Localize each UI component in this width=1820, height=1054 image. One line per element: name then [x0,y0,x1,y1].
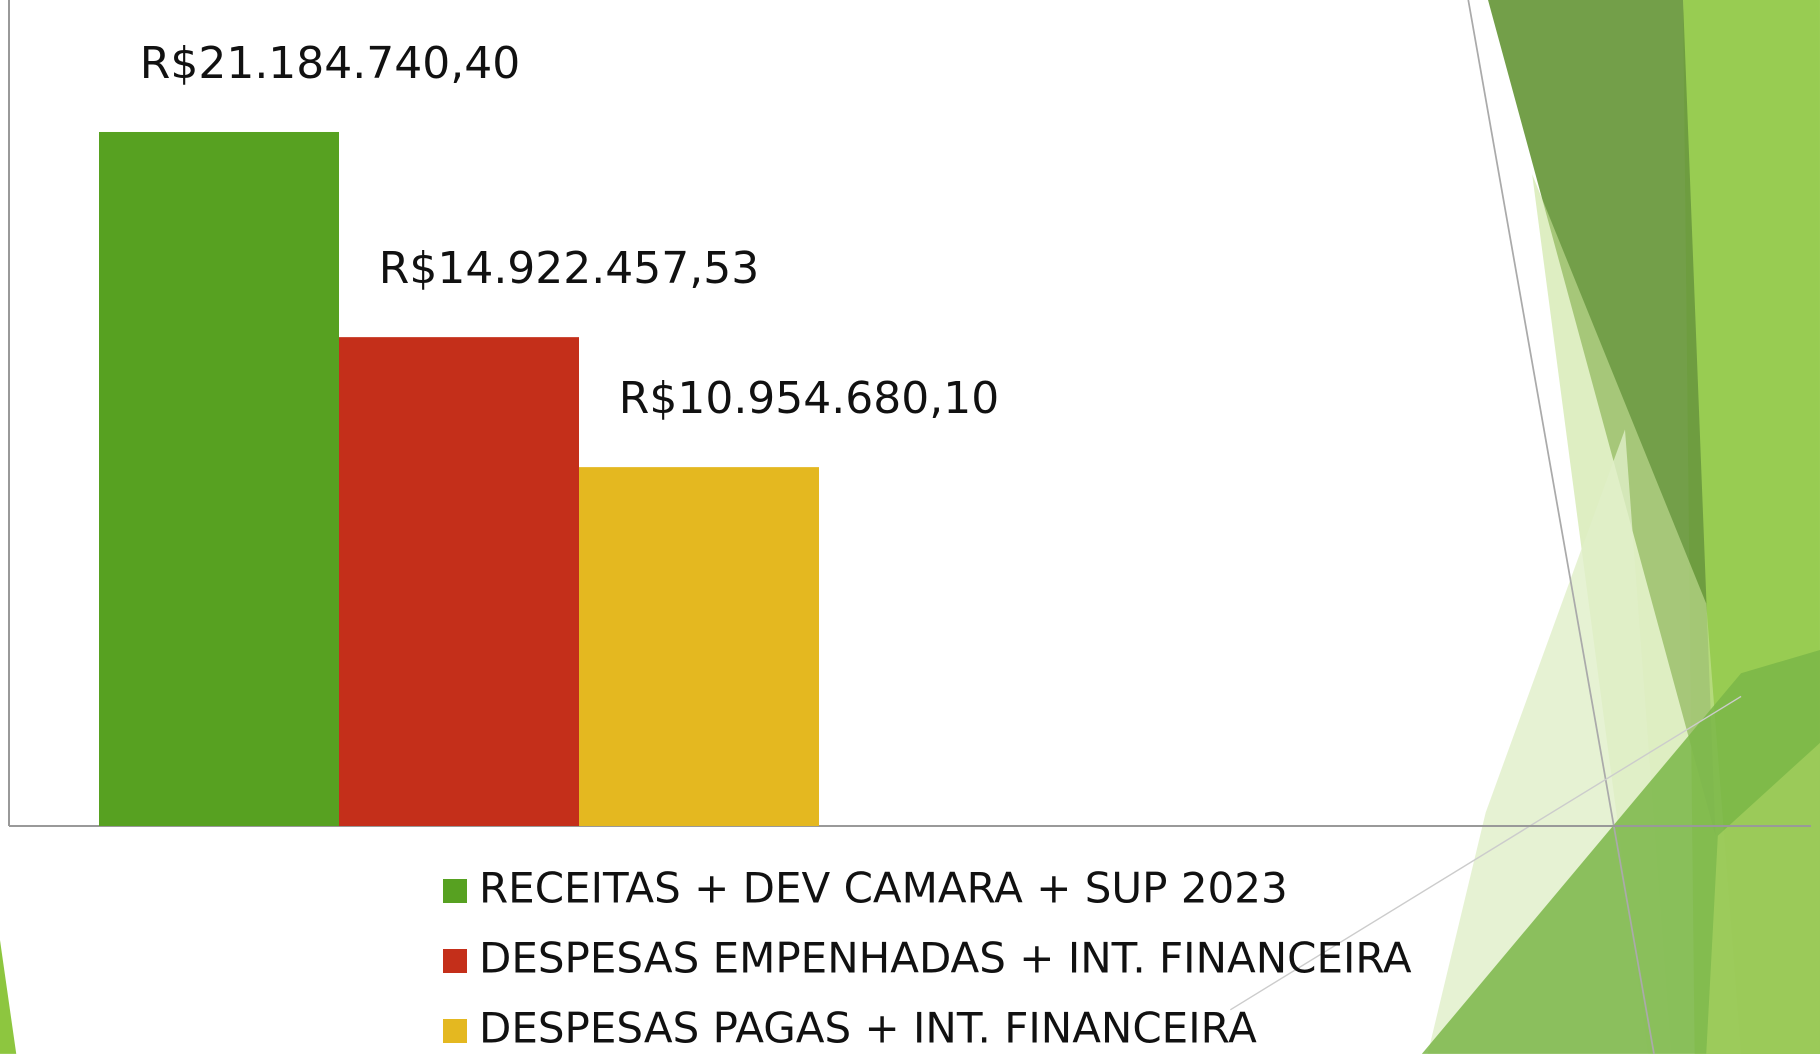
deco-triangle [1706,742,1820,1054]
legend-label: RECEITAS + DEV CAMARA + SUP 2023 [479,864,1288,913]
legend-label: DESPESAS EMPENHADAS + INT. FINANCEIRA [479,934,1412,983]
value-label: R$21.184.740,40 [140,38,520,89]
bar [339,337,579,826]
deco-line [1467,0,1655,1054]
legend-swatch [443,1019,467,1043]
legend-label: DESPESAS PAGAS + INT. FINANCEIRA [479,1004,1257,1053]
value-label: R$14.922.457,53 [379,243,759,294]
legend-swatch [443,949,467,973]
bar [579,467,819,826]
deco-line [1229,695,1742,1011]
bar [99,131,339,826]
value-label: R$10.954.680,10 [619,373,999,424]
deco-sliver [0,940,17,1054]
legend-swatch [443,879,467,903]
